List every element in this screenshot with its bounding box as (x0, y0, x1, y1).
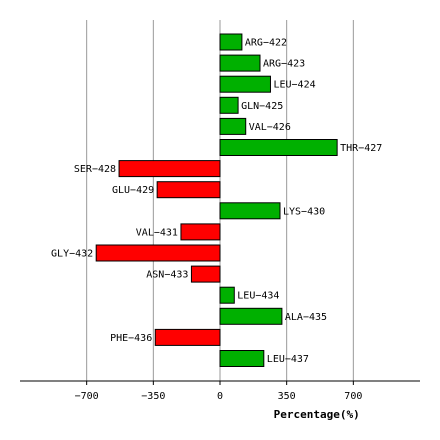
bar-label-gln-425: GLN−425 (241, 101, 283, 112)
bar-label-phe-436: PHE−436 (110, 333, 152, 344)
bar-asn-433 (190, 265, 221, 283)
tick-label--350: −350 (141, 391, 165, 402)
bar-label-lys-430: LYS−430 (283, 206, 325, 217)
x-axis-ticks: −700 −350 0 350 700 (75, 381, 362, 402)
bar-label-gly-432: GLY−432 (51, 249, 93, 260)
bar-label-leu-424: LEU−424 (273, 80, 315, 91)
bar-val-431 (180, 223, 221, 241)
bar-label-arg-423: ARG−423 (263, 59, 305, 70)
tick-label-350: 350 (278, 391, 296, 402)
bar-leu-424 (219, 75, 271, 93)
bar-label-ala-435: ALA−435 (285, 312, 327, 323)
bar-gln-425 (219, 96, 239, 114)
tick-label-0: 0 (217, 391, 223, 402)
bar-arg-423 (219, 54, 261, 72)
grid-lines (86, 20, 354, 381)
tick-label--700: −700 (75, 391, 99, 402)
bar-label-glu-429: GLU−429 (112, 185, 154, 196)
bar-thr-427 (219, 139, 338, 156)
bar-label-val-426: VAL−426 (249, 122, 291, 133)
bar-label-arg-422: ARG−422 (245, 38, 287, 49)
bar-gly-432 (95, 244, 221, 262)
bar-label-asn-433: ASN−433 (146, 270, 188, 281)
bar-val-426 (219, 117, 247, 135)
bar-glu-429 (156, 181, 221, 199)
bar-arg-422 (219, 33, 243, 51)
bar-ser-428 (118, 160, 221, 178)
bar-phe-436 (154, 328, 221, 346)
bar-labels: ARG−422 ARG−423 LEU−424 GLN−425 VAL−426 THR−4… (51, 38, 382, 366)
bar-leu-437 (219, 350, 265, 367)
bars (95, 33, 338, 367)
x-axis-title: Percentage(%) (274, 408, 360, 421)
bar-label-leu-434: LEU−434 (237, 291, 279, 302)
bar-ala-435 (219, 307, 283, 325)
bar-label-val-431: VAL−431 (136, 227, 178, 238)
bar-leu-434 (219, 286, 235, 304)
bar-lys-430 (219, 202, 281, 220)
bar-label-thr-427: THR−427 (340, 143, 382, 154)
tick-label-700: 700 (344, 391, 362, 402)
bar-label-leu-437: LEU−437 (267, 354, 309, 365)
bar-label-ser-428: SER−428 (74, 164, 116, 175)
